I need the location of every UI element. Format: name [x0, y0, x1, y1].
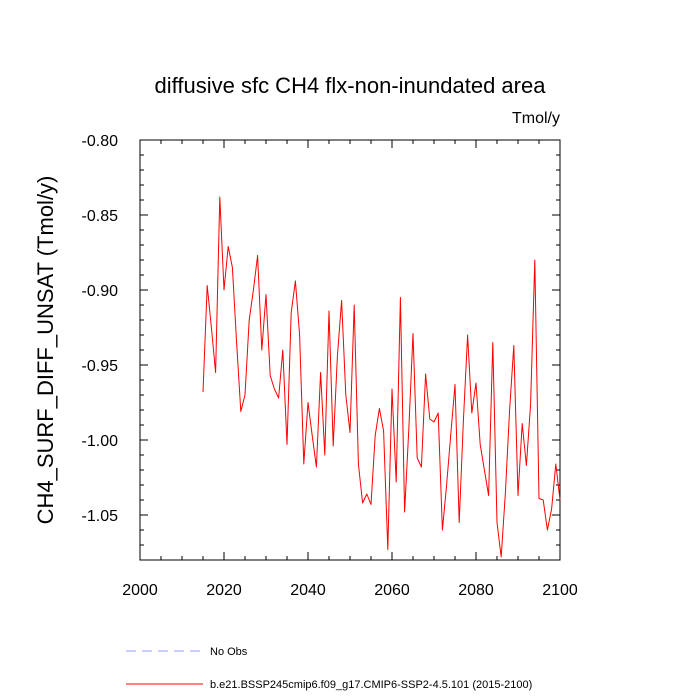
- x-tick-label: 2100: [542, 582, 578, 599]
- x-tick-labels: 2000 2020 2040 2060 2080 2100: [122, 582, 578, 599]
- series-line: [202, 196, 561, 558]
- y-axis-label: CH4_SURF_DIFF_UNSAT (Tmol/y): [33, 176, 58, 525]
- series-group: [202, 196, 561, 558]
- chart-title: diffusive sfc CH4 flx-non-inundated area: [155, 73, 547, 98]
- y-tick-labels: -0.80 -0.85 -0.90 -0.95 -1.00 -1.05: [82, 133, 119, 525]
- legend-label-no-obs: No Obs: [210, 646, 248, 658]
- x-tick-label: 2080: [458, 582, 494, 599]
- y-tick-label: -0.80: [82, 133, 119, 150]
- y-tick-label: -1.00: [82, 433, 119, 450]
- y-tick-label: -1.05: [82, 508, 119, 525]
- y-tick-label: -0.90: [82, 283, 119, 300]
- legend-label-model: b.e21.BSSP245cmip6.f09_g17.CMIP6-SSP2-4.…: [210, 679, 532, 691]
- y-tick-label: -0.95: [82, 358, 119, 375]
- x-tick-label: 2060: [374, 582, 410, 599]
- x-tick-label: 2000: [122, 582, 158, 599]
- units-label: Tmol/y: [512, 110, 560, 127]
- x-tick-label: 2020: [206, 582, 242, 599]
- legend: No Obs b.e21.BSSP245cmip6.f09_g17.CMIP6-…: [126, 646, 532, 691]
- y-tick-label: -0.85: [82, 208, 119, 225]
- plot-frame: [139, 139, 561, 561]
- x-tick-label: 2040: [290, 582, 326, 599]
- axis-ticks: [139, 139, 561, 561]
